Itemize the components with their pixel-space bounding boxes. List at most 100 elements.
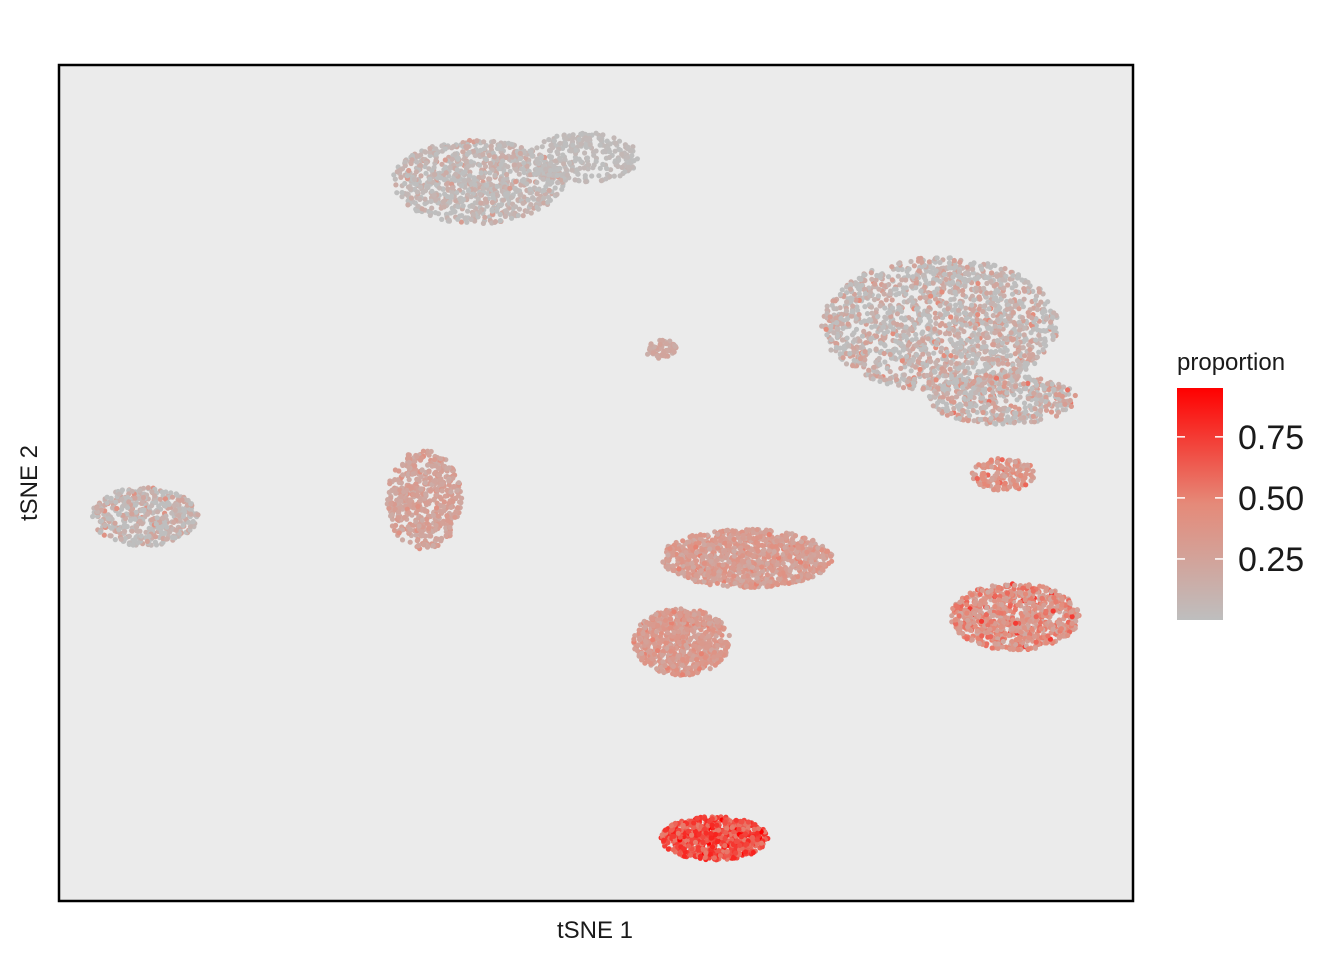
point <box>411 176 418 182</box>
point <box>881 350 887 357</box>
point <box>497 218 503 224</box>
point <box>1029 315 1035 321</box>
point <box>927 318 934 324</box>
point <box>393 522 399 529</box>
point <box>396 509 402 515</box>
point <box>489 208 495 214</box>
point <box>1036 332 1042 338</box>
point <box>1004 353 1010 359</box>
point <box>422 508 428 514</box>
point <box>959 384 966 390</box>
point <box>956 415 962 421</box>
point <box>877 362 883 368</box>
point <box>849 296 855 302</box>
point <box>190 518 196 525</box>
point <box>116 527 122 533</box>
point <box>1017 323 1023 329</box>
point <box>1002 318 1008 324</box>
point <box>408 160 414 167</box>
point <box>426 525 432 532</box>
point <box>472 182 478 188</box>
point <box>937 259 943 266</box>
point <box>986 364 992 370</box>
point <box>478 170 484 176</box>
point <box>1007 298 1014 304</box>
point <box>849 309 855 315</box>
point <box>657 341 663 348</box>
point <box>509 154 515 160</box>
point <box>430 512 436 518</box>
point <box>862 361 868 368</box>
point <box>566 160 573 166</box>
point <box>1040 309 1046 315</box>
point <box>160 515 166 521</box>
point <box>545 199 551 205</box>
point <box>515 162 521 168</box>
point <box>551 138 558 144</box>
point <box>585 162 592 168</box>
point <box>392 467 398 473</box>
point <box>904 379 911 385</box>
point <box>406 459 412 466</box>
point <box>917 295 923 301</box>
point <box>952 289 958 295</box>
point <box>427 212 433 218</box>
point <box>465 144 471 150</box>
point <box>983 372 989 378</box>
point <box>600 132 606 138</box>
point <box>557 155 563 161</box>
point <box>1033 322 1039 329</box>
point <box>933 315 939 321</box>
point <box>112 520 118 526</box>
point <box>173 491 179 497</box>
point <box>458 500 464 506</box>
point <box>426 468 432 474</box>
point <box>1038 376 1044 382</box>
point <box>841 346 847 352</box>
point <box>517 156 524 162</box>
point <box>626 164 632 170</box>
point <box>530 195 536 201</box>
point <box>468 194 474 200</box>
point <box>899 266 905 273</box>
point <box>970 351 976 357</box>
point <box>835 333 841 339</box>
point <box>988 349 994 355</box>
point <box>862 349 868 355</box>
point <box>476 174 482 180</box>
point <box>911 263 918 269</box>
point <box>983 404 989 410</box>
point <box>625 144 631 150</box>
point <box>427 475 433 481</box>
point <box>427 176 433 182</box>
point <box>1042 338 1048 344</box>
point <box>963 401 969 407</box>
point <box>422 188 429 194</box>
point <box>1036 349 1042 355</box>
point <box>672 343 679 349</box>
point <box>923 277 929 283</box>
point <box>982 416 988 422</box>
point <box>889 297 895 303</box>
point <box>122 528 128 534</box>
point <box>928 293 934 299</box>
point <box>904 268 910 274</box>
point <box>1005 361 1011 367</box>
point <box>1004 306 1010 312</box>
point <box>129 488 135 494</box>
point <box>516 206 523 212</box>
point <box>418 486 424 492</box>
point <box>1022 325 1028 331</box>
point <box>452 208 458 215</box>
point <box>593 130 599 136</box>
point <box>928 358 934 364</box>
point <box>882 305 888 311</box>
point <box>1056 384 1062 390</box>
point <box>395 515 402 521</box>
point <box>939 345 945 351</box>
point <box>868 304 875 310</box>
point <box>985 355 991 361</box>
point <box>933 320 939 327</box>
point <box>433 151 439 157</box>
point <box>974 316 980 322</box>
